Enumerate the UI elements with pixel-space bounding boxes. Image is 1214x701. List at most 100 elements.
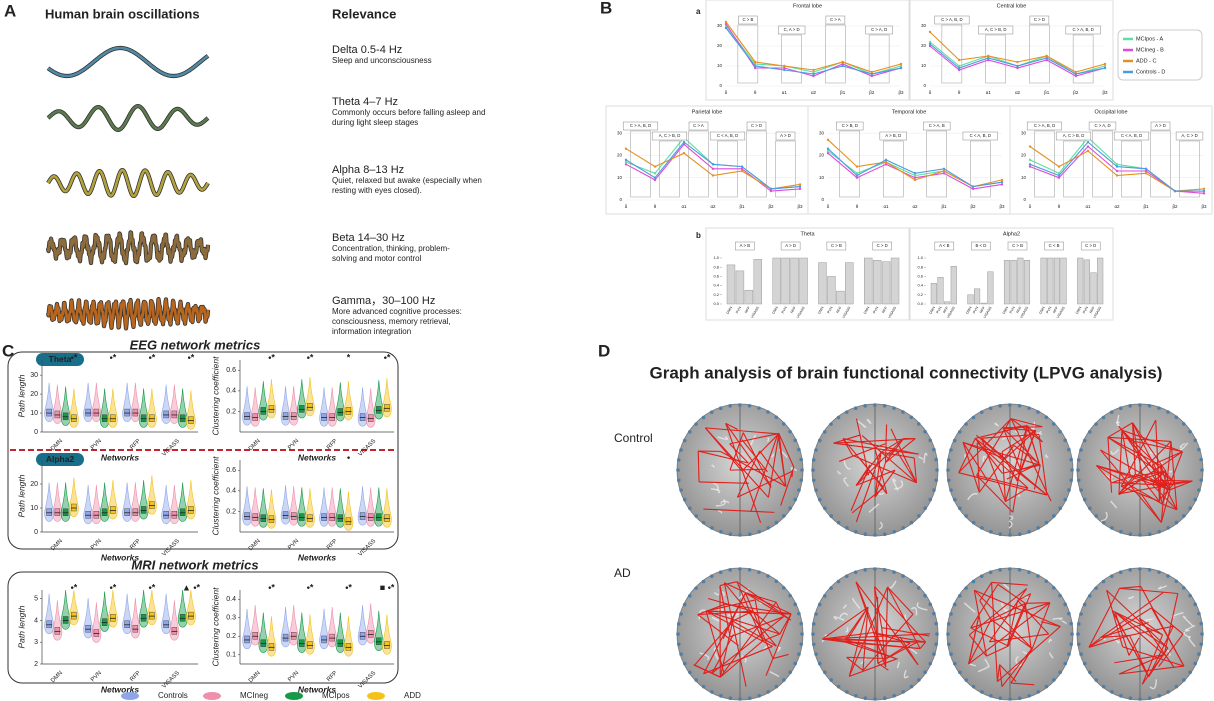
electrode — [934, 621, 939, 626]
connection — [996, 664, 1001, 682]
electrode — [988, 406, 993, 411]
wave — [46, 45, 210, 79]
annotation: A, C > D — [1181, 133, 1197, 138]
electrode — [1138, 567, 1142, 571]
point — [798, 185, 802, 188]
connection — [730, 468, 766, 471]
x-tick-label: DMN — [817, 306, 825, 315]
electrode — [1193, 497, 1198, 502]
electrode — [1197, 447, 1201, 452]
point — [1028, 163, 1032, 166]
point — [855, 174, 859, 177]
connection — [1096, 465, 1167, 486]
y-tick-label: 4 — [34, 617, 38, 624]
electrode — [781, 422, 786, 426]
group-label: C > D — [1085, 243, 1096, 248]
electrode — [1044, 579, 1049, 584]
electrode — [1017, 532, 1022, 536]
box — [163, 410, 169, 419]
electrode — [1166, 574, 1170, 578]
legend-label: MCIpos - A — [1136, 36, 1164, 42]
connection — [1148, 625, 1174, 677]
connection — [1010, 648, 1033, 684]
frame — [7, 351, 399, 550]
point — [942, 172, 946, 175]
x-axis-label: Networks — [101, 452, 140, 462]
connection — [874, 449, 888, 494]
violin — [177, 589, 188, 628]
connection — [1010, 682, 1035, 686]
electrode — [1058, 593, 1062, 598]
electrode — [1017, 403, 1022, 408]
electrode — [738, 403, 742, 407]
connection — [694, 620, 734, 665]
point — [624, 147, 628, 150]
box — [46, 620, 52, 629]
point — [957, 58, 961, 62]
x-tick-label: RFP — [326, 670, 339, 683]
point — [942, 169, 946, 173]
annotation-box — [1026, 121, 1063, 131]
connection — [822, 638, 917, 643]
electrode — [917, 514, 921, 518]
gyrus — [1015, 655, 1020, 666]
connection — [1025, 602, 1050, 604]
electrode — [1174, 415, 1179, 420]
connection — [697, 610, 753, 616]
gyrus — [1048, 652, 1054, 659]
connection — [1129, 635, 1150, 677]
connection — [705, 610, 781, 635]
y-tick-label: 0.3 — [226, 615, 236, 622]
x-tick-label: DMN — [248, 538, 262, 552]
annotation: C > D — [751, 123, 762, 128]
gyrus — [1038, 430, 1043, 435]
highlight — [839, 130, 860, 198]
y-tick-label: 0.0 — [713, 301, 719, 306]
electrode — [1044, 520, 1049, 525]
annotation: C > A, B, D — [1034, 123, 1055, 128]
point — [1115, 169, 1119, 173]
connection — [729, 432, 780, 445]
gyrus — [1128, 595, 1135, 600]
connection — [855, 438, 905, 486]
electrode — [682, 602, 687, 607]
electrode — [822, 430, 827, 434]
x-tick-label: β3 — [898, 90, 904, 95]
highlight — [868, 34, 890, 84]
x-tick-label: α1 — [681, 204, 687, 209]
annotation: A > D — [1155, 123, 1166, 128]
x-tick-label: PVN — [735, 306, 742, 315]
connection — [725, 423, 762, 523]
electrode — [676, 632, 680, 636]
point — [753, 60, 757, 64]
electrode — [892, 406, 896, 410]
point — [724, 26, 728, 30]
highlight — [717, 140, 738, 198]
electrode — [676, 468, 680, 472]
point — [1045, 56, 1048, 60]
electrode — [873, 567, 877, 571]
gyrus — [977, 665, 990, 673]
x-tick-label: β3 — [999, 204, 1005, 209]
annotation: C > A, D — [871, 27, 887, 32]
x-tick-label: PVN — [1082, 306, 1089, 315]
connection — [862, 607, 869, 671]
connection — [1017, 600, 1050, 635]
y-tick-label: 1.0 — [917, 255, 923, 260]
annotation-box — [1007, 241, 1028, 251]
electrode — [952, 661, 957, 666]
box — [337, 639, 344, 647]
bar — [1053, 257, 1060, 305]
electrode — [1082, 438, 1087, 443]
connection — [1131, 422, 1144, 481]
box — [359, 632, 366, 640]
chart-title: Theta — [800, 231, 815, 237]
highlight — [1063, 140, 1084, 198]
electrode — [892, 530, 896, 534]
electrode — [811, 642, 816, 647]
electrode — [1027, 570, 1031, 574]
electrode — [774, 684, 779, 689]
point — [899, 64, 903, 68]
legend-swatch — [367, 692, 385, 700]
annotation: C > A — [693, 123, 704, 128]
